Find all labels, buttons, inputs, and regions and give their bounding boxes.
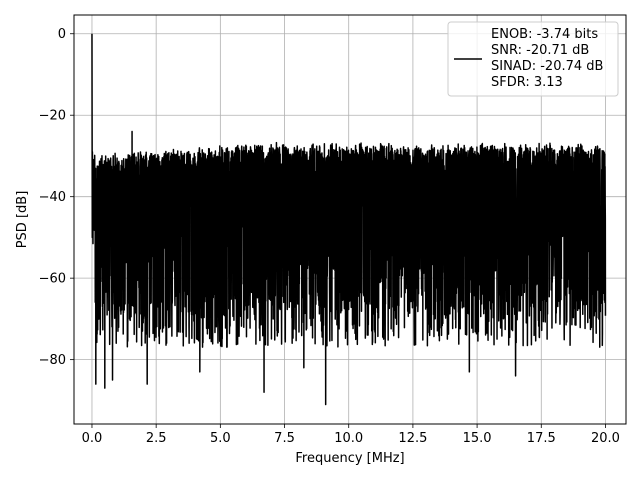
x-tick-label: 12.5	[398, 431, 427, 446]
x-tick-label: 2.5	[146, 431, 167, 446]
y-tick-label: −60	[39, 272, 66, 287]
psd-line	[91, 33, 607, 406]
legend-entry: SNR: -20.71 dB	[491, 43, 589, 58]
x-tick-label: 0.0	[82, 431, 103, 446]
x-axis-label: Frequency [MHz]	[295, 451, 404, 466]
psd-series	[91, 33, 607, 406]
x-tick-label: 5.0	[210, 431, 231, 446]
axis-ticks: 0.0 2.5 5.0 7.5 10.0 12.5 15.0 17.5 20.0 0 −20 −40 −…	[39, 27, 620, 446]
x-tick-label: 15.0	[463, 431, 492, 446]
legend-entry: SINAD: -20.74 dB	[491, 59, 603, 74]
y-tick-label: −80	[39, 353, 66, 368]
y-tick-label: −20	[39, 109, 66, 124]
y-axis-label: PSD [dB]	[15, 191, 30, 249]
x-tick-label: 17.5	[527, 431, 556, 446]
y-tick-label: −40	[39, 190, 66, 205]
y-tick-label: 0	[58, 27, 66, 42]
legend-entry: SFDR: 3.13	[491, 75, 563, 90]
legend-entry: ENOB: -3.74 bits	[491, 27, 598, 42]
plot-frame	[73, 14, 627, 425]
legend-box	[447, 21, 619, 97]
x-tick-label: 10.0	[334, 431, 363, 446]
x-tick-label: 20.0	[591, 431, 620, 446]
x-tick-label: 7.5	[274, 431, 295, 446]
